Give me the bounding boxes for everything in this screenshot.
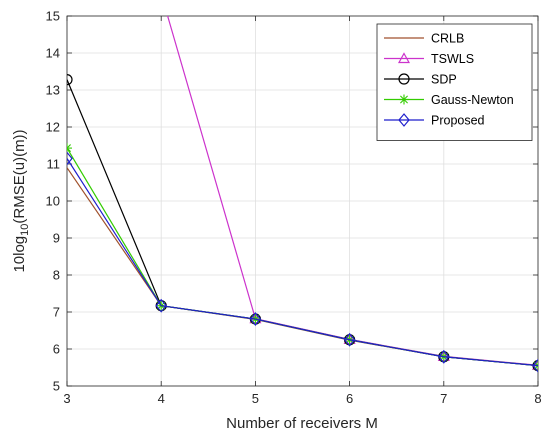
series-proposed (67, 151, 538, 373)
legend: CRLB TSWLS SDP Gauss-Newton Proposed (376, 23, 533, 141)
legend-item: Proposed (384, 113, 485, 128)
legend-marker (399, 94, 409, 105)
data-point (67, 74, 73, 86)
legend-label: CRLB (431, 32, 464, 46)
y-axis-label-subscript: 10 (19, 224, 31, 236)
legend-label: SDP (431, 73, 457, 87)
data-point (343, 332, 356, 347)
legend-label: Proposed (431, 114, 485, 128)
x-axis-label: Number of receivers M (226, 415, 378, 432)
legend-box (376, 23, 533, 141)
legend-marker (398, 113, 410, 127)
data-point (531, 359, 538, 370)
y-tick-label: 5 (53, 379, 60, 394)
marker-stroke (67, 144, 71, 149)
y-tick-label: 12 (46, 120, 60, 135)
marker-stroke (67, 147, 71, 153)
y-tick-label: 15 (46, 9, 60, 24)
data-point (249, 312, 262, 326)
grid (66, 15, 539, 387)
legend-item: CRLB (384, 32, 464, 46)
y-tick-label: 8 (53, 268, 60, 283)
data-point (155, 298, 167, 313)
legend-marker (398, 73, 410, 85)
series-group (67, 16, 538, 373)
x-tick-label: 6 (346, 391, 353, 406)
data-point (532, 358, 538, 373)
y-tick-label: 7 (53, 305, 60, 320)
marker-stroke (400, 95, 408, 104)
y-axis-label-suffix: (RMSE(u)(m)) (11, 129, 28, 223)
x-tick-label: 3 (63, 391, 70, 406)
legend-label: Gauss-Newton (431, 93, 514, 107)
x-tick-label: 5 (252, 391, 259, 406)
y-tick-label: 14 (46, 46, 60, 61)
axis-ticks: 3 4 5 6 7 8 5 6 7 8 9 10 11 12 13 14 15 (46, 9, 542, 407)
legend-item: TSWLS (384, 52, 474, 66)
legend-item: Gauss-Newton (384, 93, 514, 107)
legend-label: TSWLS (431, 52, 474, 66)
data-point (438, 349, 450, 364)
y-axis-label-prefix: 10log (11, 236, 28, 273)
x-tick-label: 7 (440, 391, 447, 406)
x-tick-label: 4 (158, 391, 165, 406)
y-tick-label: 10 (46, 194, 60, 209)
y-tick-label: 6 (53, 342, 60, 357)
data-point (67, 151, 73, 166)
y-tick-label: 9 (53, 231, 60, 246)
data-point (67, 143, 72, 154)
x-tick-label: 8 (534, 391, 541, 406)
y-axis-label: 10log10(RMSE(u)(m)) (11, 129, 31, 272)
legend-item: SDP (384, 73, 457, 87)
legend-marker (397, 52, 411, 64)
series-line (67, 158, 538, 367)
y-tick-label: 11 (47, 157, 61, 172)
y-tick-label: 13 (46, 83, 60, 98)
